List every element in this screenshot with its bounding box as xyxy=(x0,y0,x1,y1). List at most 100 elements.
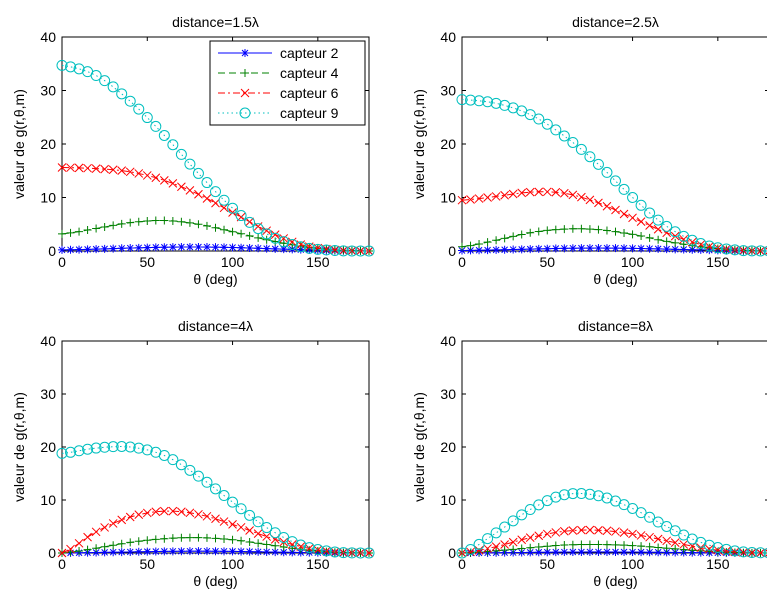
data-point xyxy=(558,489,570,501)
data-point xyxy=(618,183,630,195)
data-point xyxy=(662,237,671,246)
data-point xyxy=(653,534,663,544)
x-tick-label: 100 xyxy=(621,254,645,270)
data-point xyxy=(517,230,526,239)
data-point xyxy=(143,547,152,556)
data-point xyxy=(567,136,579,148)
data-point xyxy=(337,245,349,257)
data-point xyxy=(117,548,126,557)
data-point xyxy=(56,447,68,459)
data-point xyxy=(296,242,305,251)
data-point xyxy=(218,490,230,502)
data-point xyxy=(194,242,203,251)
data-point xyxy=(92,544,101,553)
data-point xyxy=(57,548,67,558)
data-point xyxy=(219,203,229,213)
data-point xyxy=(679,234,689,244)
data-point xyxy=(262,547,271,556)
data-point xyxy=(329,244,341,256)
data-point xyxy=(585,244,594,253)
y-tick-label: 20 xyxy=(40,136,56,152)
series-3 xyxy=(57,506,374,558)
data-point xyxy=(509,545,518,554)
data-point xyxy=(594,225,603,234)
data-point xyxy=(320,545,332,557)
data-point xyxy=(584,488,596,500)
data-point xyxy=(739,548,748,557)
data-point xyxy=(185,186,195,195)
data-point xyxy=(628,529,637,539)
data-point xyxy=(270,230,280,240)
data-point xyxy=(66,163,75,173)
data-point xyxy=(594,198,603,208)
x-axis-label: θ (deg) xyxy=(593,271,637,287)
data-point xyxy=(100,223,109,232)
data-point xyxy=(304,544,314,553)
data-point xyxy=(185,508,195,518)
data-point xyxy=(177,217,186,226)
data-point xyxy=(108,519,118,528)
data-point xyxy=(746,546,758,558)
data-point xyxy=(100,548,109,557)
data-point xyxy=(602,244,611,253)
data-point xyxy=(177,182,186,192)
data-point xyxy=(202,221,211,230)
data-point xyxy=(466,241,475,250)
chart-title: distance=4λ xyxy=(178,318,253,334)
data-point xyxy=(252,516,264,528)
series-1 xyxy=(458,244,767,255)
data-point xyxy=(286,238,298,250)
data-point xyxy=(754,245,766,257)
data-point xyxy=(220,534,229,543)
data-point xyxy=(322,244,331,254)
data-point xyxy=(279,548,288,557)
data-point xyxy=(492,236,501,245)
data-point xyxy=(245,231,254,240)
x-axis-label: θ (deg) xyxy=(193,573,237,589)
data-point xyxy=(244,216,256,228)
x-tick-label: 0 xyxy=(458,556,466,572)
y-tick-label: 0 xyxy=(448,545,456,561)
data-point xyxy=(525,187,535,197)
x-tick-label: 50 xyxy=(139,556,155,572)
data-point xyxy=(491,542,501,551)
data-point xyxy=(134,547,143,556)
data-point xyxy=(737,245,749,257)
data-point xyxy=(74,163,84,173)
data-point xyxy=(670,538,680,547)
data-point xyxy=(346,245,358,257)
data-point xyxy=(228,520,237,529)
data-point xyxy=(526,548,535,557)
y-tick-label: 30 xyxy=(40,83,56,99)
data-point xyxy=(473,95,485,107)
data-point xyxy=(720,243,732,255)
data-point xyxy=(227,496,239,508)
data-point xyxy=(82,443,94,455)
x-axis-label: θ (deg) xyxy=(593,573,637,589)
data-point xyxy=(329,546,341,558)
data-point xyxy=(705,243,714,252)
data-point xyxy=(160,547,169,556)
data-point xyxy=(662,544,671,553)
data-point xyxy=(141,444,153,456)
data-point xyxy=(262,226,272,236)
data-point xyxy=(58,229,66,238)
data-point xyxy=(517,245,526,254)
data-point xyxy=(236,522,246,532)
data-point xyxy=(347,246,357,256)
data-point xyxy=(303,242,315,254)
data-point xyxy=(611,205,620,215)
y-axis-label: valeur de g(r,θ,m) xyxy=(11,392,27,502)
data-point xyxy=(644,511,656,523)
series-4 xyxy=(456,488,767,559)
data-point xyxy=(322,546,331,556)
data-point xyxy=(764,548,767,558)
data-point xyxy=(83,545,92,554)
subplot-1: 0 50 100 150 0 10 20 30 40 distance=1.5λ θ (deg) va… xyxy=(11,14,375,287)
data-point xyxy=(703,240,715,252)
data-point xyxy=(483,193,492,202)
data-point xyxy=(116,88,128,100)
data-point xyxy=(287,540,297,549)
data-point xyxy=(363,547,375,559)
data-point xyxy=(211,514,220,524)
